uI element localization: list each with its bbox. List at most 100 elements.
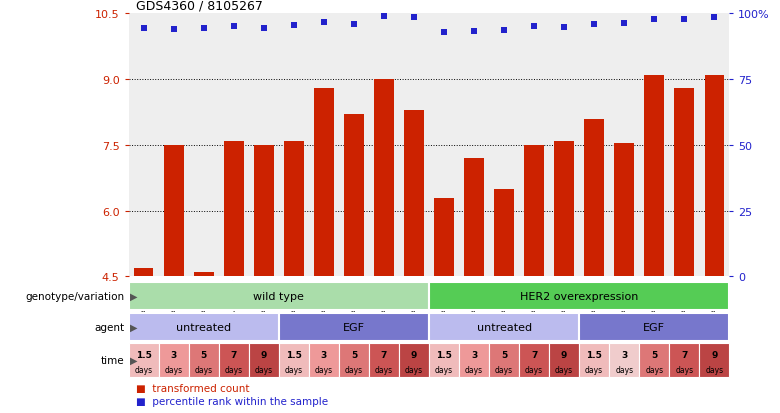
Point <box>618 20 630 27</box>
Bar <box>309 344 339 377</box>
Bar <box>249 344 279 377</box>
Bar <box>189 344 219 377</box>
Bar <box>640 344 669 377</box>
Text: days: days <box>135 365 153 374</box>
Text: ▶: ▶ <box>130 355 138 366</box>
Point <box>438 30 450 37</box>
Point <box>648 17 661 24</box>
Bar <box>434 198 454 277</box>
Text: days: days <box>555 365 573 374</box>
Text: 9: 9 <box>711 351 718 360</box>
Point <box>257 25 270 32</box>
Text: days: days <box>195 365 213 374</box>
Bar <box>218 344 249 377</box>
Text: days: days <box>615 365 633 374</box>
Bar <box>129 344 159 377</box>
Bar <box>429 282 729 311</box>
Point <box>288 23 300 29</box>
Text: 5: 5 <box>200 351 207 360</box>
Bar <box>555 141 574 277</box>
Text: 3: 3 <box>171 351 177 360</box>
Bar <box>224 141 243 277</box>
Bar <box>129 313 279 342</box>
Text: days: days <box>255 365 273 374</box>
Text: GDS4360 / 8105267: GDS4360 / 8105267 <box>136 0 264 12</box>
Point <box>498 27 510 34</box>
Text: days: days <box>285 365 303 374</box>
Text: wild type: wild type <box>254 291 304 301</box>
Bar <box>669 344 699 377</box>
Text: days: days <box>495 365 513 374</box>
Point <box>408 15 420 22</box>
Text: days: days <box>525 365 543 374</box>
Bar <box>429 344 459 377</box>
Text: EGF: EGF <box>343 322 365 332</box>
Text: 7: 7 <box>681 351 687 360</box>
Bar <box>644 76 664 277</box>
Text: 9: 9 <box>561 351 567 360</box>
Point <box>678 17 690 24</box>
Text: 5: 5 <box>351 351 357 360</box>
Bar <box>615 143 634 277</box>
Point <box>348 21 360 28</box>
Text: 7: 7 <box>381 351 387 360</box>
Text: ■  transformed count: ■ transformed count <box>136 383 250 393</box>
Point <box>317 19 330 26</box>
Point <box>378 14 390 20</box>
Text: days: days <box>705 365 723 374</box>
Text: days: days <box>585 365 603 374</box>
Text: ■  percentile rank within the sample: ■ percentile rank within the sample <box>136 396 328 406</box>
Text: days: days <box>435 365 453 374</box>
Bar <box>194 272 214 277</box>
Text: 5: 5 <box>651 351 658 360</box>
Point <box>137 25 150 32</box>
Text: 7: 7 <box>231 351 237 360</box>
Text: 3: 3 <box>321 351 327 360</box>
Text: days: days <box>165 365 183 374</box>
Bar <box>704 76 724 277</box>
Text: 5: 5 <box>501 351 507 360</box>
Text: days: days <box>675 365 693 374</box>
Text: ▶: ▶ <box>130 291 138 301</box>
Point <box>197 26 210 33</box>
Bar <box>675 89 694 277</box>
Bar <box>284 141 303 277</box>
Bar <box>369 344 399 377</box>
Text: days: days <box>405 365 423 374</box>
Bar <box>134 268 154 277</box>
Point <box>588 21 601 28</box>
Bar <box>519 344 549 377</box>
Text: 3: 3 <box>471 351 477 360</box>
Point <box>558 25 570 31</box>
Text: 1.5: 1.5 <box>286 351 302 360</box>
Bar <box>344 115 363 277</box>
Text: days: days <box>345 365 363 374</box>
Bar <box>279 313 429 342</box>
Text: 1.5: 1.5 <box>436 351 452 360</box>
Text: time: time <box>101 355 125 366</box>
Text: untreated: untreated <box>477 322 532 332</box>
Point <box>228 24 240 31</box>
Point <box>468 28 480 35</box>
Text: 3: 3 <box>621 351 627 360</box>
Text: 1.5: 1.5 <box>587 351 602 360</box>
Bar <box>524 146 544 277</box>
Bar <box>374 80 394 277</box>
Text: HER2 overexpression: HER2 overexpression <box>520 291 638 301</box>
Text: EGF: EGF <box>644 322 665 332</box>
Point <box>708 15 721 22</box>
Bar <box>429 313 580 342</box>
Bar <box>159 344 189 377</box>
Text: ▶: ▶ <box>130 322 138 332</box>
Bar <box>164 146 183 277</box>
Text: 7: 7 <box>531 351 537 360</box>
Bar <box>129 282 429 311</box>
Text: days: days <box>225 365 243 374</box>
Text: days: days <box>645 365 663 374</box>
Bar <box>495 189 514 277</box>
Bar <box>314 89 334 277</box>
Bar <box>580 313 729 342</box>
Bar <box>279 344 309 377</box>
Text: days: days <box>315 365 333 374</box>
Bar <box>254 146 274 277</box>
